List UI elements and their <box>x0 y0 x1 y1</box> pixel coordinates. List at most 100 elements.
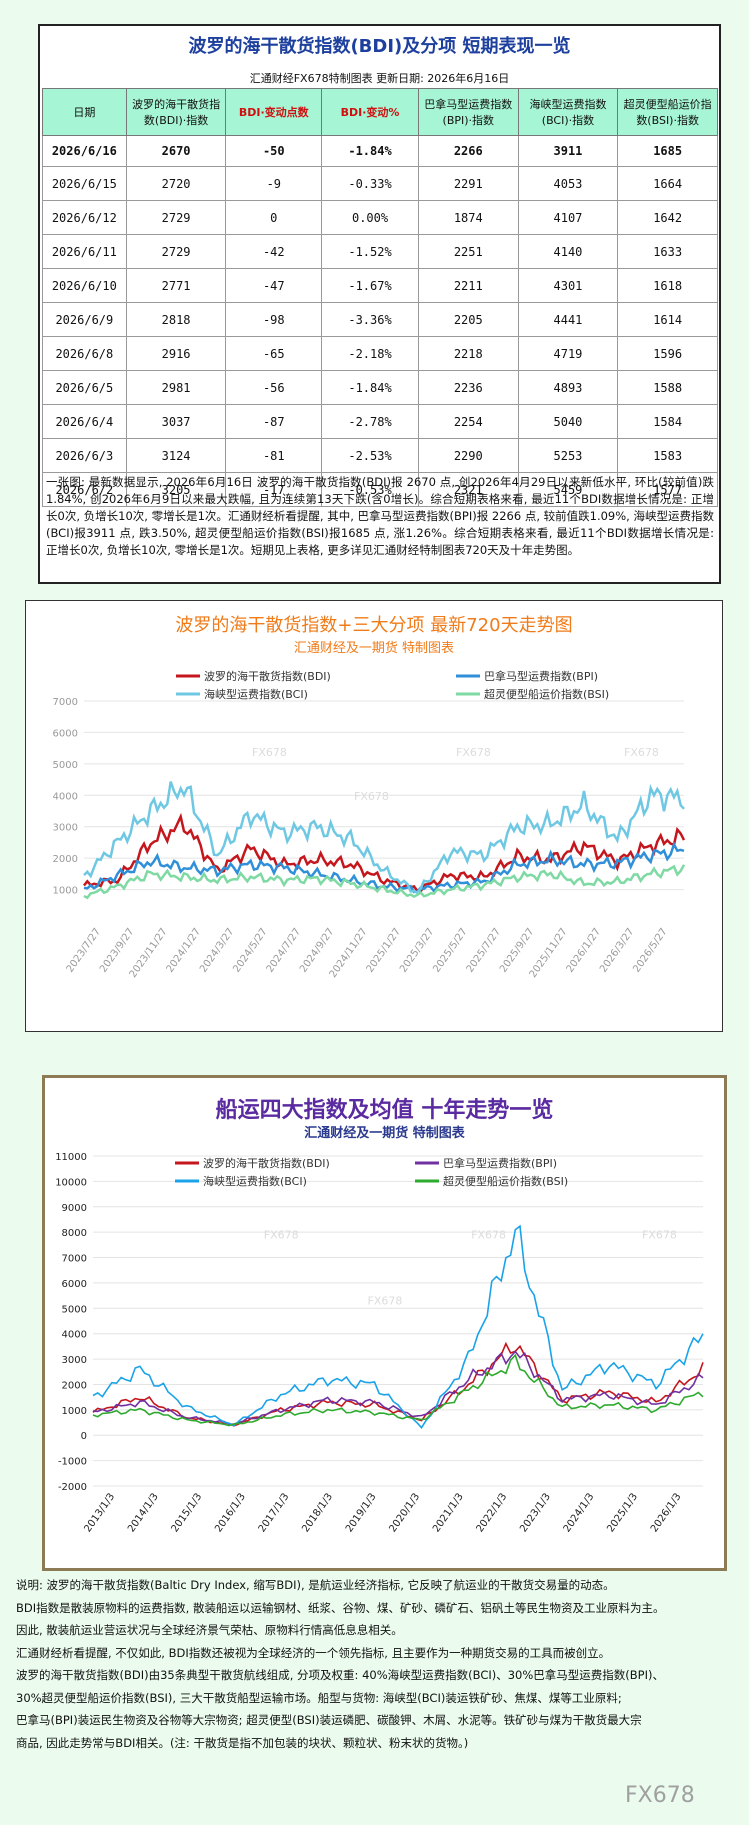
series-line <box>92 1341 704 1427</box>
table-cell: -9 <box>225 166 323 201</box>
table-row: 2026/6/8 2916 -65 -2.18% 2218 4719 1596 <box>42 336 718 371</box>
x-tick-label: 2014/1/3 <box>126 1491 161 1534</box>
table-row: 2026/6/3 3124 -81 -2.53% 2290 5253 1583 <box>42 438 718 473</box>
table-cell: 3124 <box>125 438 227 473</box>
table-note: 一张图: 最新数据显示, 2026年6月16日 波罗的海干散货指数(BDI)报 … <box>46 475 714 557</box>
chart1-subtitle: 汇通财经及一期货 特制图表 <box>293 641 455 656</box>
table-cell: 2026/6/4 <box>42 404 127 439</box>
series-line <box>92 1353 704 1427</box>
table-cell: 2266 <box>417 135 519 167</box>
table-cell: 3911 <box>517 135 619 167</box>
x-tick-label: 2025/7/27 <box>465 926 503 974</box>
fx678-watermark: FX678 <box>625 1783 695 1808</box>
table-cell: -42 <box>225 234 323 269</box>
table-cell: 2771 <box>125 268 227 303</box>
table-cell: 5040 <box>517 404 619 439</box>
x-tick-label: 2025/1/27 <box>365 926 403 974</box>
table-cell: 1633 <box>617 234 718 269</box>
x-tick-label: 2022/1/3 <box>475 1491 510 1534</box>
table-cell: -65 <box>225 336 323 371</box>
table-cell: 1642 <box>617 200 718 235</box>
table-cell: 4301 <box>517 268 619 303</box>
table-cell: 2205 <box>417 302 519 337</box>
series-line <box>83 864 686 900</box>
chart-ten-year: 船运四大指数及均值 十年走势一览 汇通财经及一期货 特制图表 -2000 -100… <box>42 1075 727 1571</box>
x-tick-label: 2023/1/3 <box>518 1491 553 1534</box>
table-cell: -1.84% <box>321 135 419 167</box>
table-cell: 1583 <box>617 438 718 473</box>
table-cell: -1.84% <box>321 370 419 405</box>
chart-watermark: FX678 <box>354 790 389 803</box>
bdi-table: 日期 波罗的海干散货指数(BDI)·指数 BDI·变动点数 BDI·变动% 巴拿… <box>42 88 718 507</box>
legend-label: 超灵便型船运价指数(BSI) <box>443 1174 568 1188</box>
x-tick-label: 2024/7/27 <box>265 926 303 974</box>
table-cell: 2254 <box>417 404 519 439</box>
table-cell: 1588 <box>617 370 718 405</box>
table-cell: 4107 <box>517 200 619 235</box>
table-cell: 2818 <box>125 302 227 337</box>
y-tick-label: 8000 <box>62 1228 87 1239</box>
table-cell: 2729 <box>125 200 227 235</box>
table-cell: 2026/6/11 <box>42 234 127 269</box>
x-tick-label: 2020/1/3 <box>387 1491 422 1534</box>
chart2-title: 船运四大指数及均值 十年走势一览 <box>215 1098 554 1123</box>
table-cell: 2026/6/16 <box>42 135 127 167</box>
table-cell: -2.53% <box>321 438 419 473</box>
y-tick-label: 2000 <box>62 1380 87 1391</box>
col-bsi: 超灵便型船运价指数(BSI)·指数 <box>617 88 718 136</box>
table-cell: 4140 <box>517 234 619 269</box>
table-cell: -56 <box>225 370 323 405</box>
table-cell: 3037 <box>125 404 227 439</box>
table-cell: 1584 <box>617 404 718 439</box>
table-cell: 2290 <box>417 438 519 473</box>
x-tick-label: 2023/9/27 <box>98 926 136 974</box>
table-cell: 5459 <box>517 472 619 507</box>
table-cell: 2981 <box>125 370 227 405</box>
y-tick-label: 2000 <box>53 854 78 865</box>
y-tick-label: 4000 <box>53 791 78 802</box>
table-row: 2026/6/12 2729 0 0.00% 1874 4107 1642 <box>42 200 718 235</box>
x-tick-label: 2018/1/3 <box>300 1491 335 1534</box>
table-cell: 5253 <box>517 438 619 473</box>
legend-label: 海峡型运费指数(BCI) <box>203 1174 307 1188</box>
table-cell: -1.67% <box>321 268 419 303</box>
table-row: 2026/6/5 2981 -56 -1.84% 2236 4893 1588 <box>42 370 718 405</box>
table-cell: 2026/6/3 <box>42 438 127 473</box>
table-cell: 2026/6/5 <box>42 370 127 405</box>
table-row: 2026/6/16 2670 -50 -1.84% 2266 3911 1685 <box>42 135 718 167</box>
table-cell: 2291 <box>417 166 519 201</box>
table-title: 波罗的海干散货指数(BDI)及分项 短期表现一览 <box>188 36 571 57</box>
x-tick-label: 2015/1/3 <box>170 1491 205 1534</box>
chart-720-day: 波罗的海干散货指数+三大分项 最新720天走势图 汇通财经及一期货 特制图表 1… <box>25 600 723 1032</box>
table-cell: 2026/6/10 <box>42 268 127 303</box>
chart-watermark: FX678 <box>456 746 491 759</box>
table-cell: 4719 <box>517 336 619 371</box>
table-cell: -98 <box>225 302 323 337</box>
table-body: 2026/6/16 2670 -50 -1.84% 2266 3911 1685 2026/6… <box>42 135 718 507</box>
x-tick-label: 2026/1/27 <box>565 926 603 974</box>
chart-watermark: FX678 <box>264 1229 299 1242</box>
table-cell: -81 <box>225 438 323 473</box>
table-subtitle: 汇通财经FX678特制图表 更新日期: 2026年6月16日 <box>249 72 510 85</box>
x-tick-label: 2021/1/3 <box>431 1491 466 1534</box>
y-tick-label: 7000 <box>53 697 78 708</box>
legend-label: 波罗的海干散货指数(BDI) <box>203 1156 330 1170</box>
legend-label: 波罗的海干散货指数(BDI) <box>204 669 331 683</box>
x-tick-label: 2026/1/3 <box>649 1491 684 1534</box>
explain-line: 说明: 波罗的海干散货指数(Baltic Dry Index, 缩写BDI), … <box>16 1578 615 1592</box>
table-header-row: 日期 波罗的海干散货指数(BDI)·指数 BDI·变动点数 BDI·变动% 巴拿… <box>42 88 718 136</box>
chart1-title: 波罗的海干散货指数+三大分项 最新720天走势图 <box>175 615 573 636</box>
table-row: 2026/6/15 2720 -9 -0.33% 2291 4053 1664 <box>42 166 718 201</box>
y-tick-label: -2000 <box>58 1482 87 1493</box>
y-tick-label: 1000 <box>62 1406 87 1417</box>
table-cell: -1.52% <box>321 234 419 269</box>
x-tick-label: 2025/1/3 <box>605 1491 640 1534</box>
chart-watermark: FX678 <box>642 1229 677 1242</box>
table-cell: 0 <box>225 200 323 235</box>
table-cell: -0.53% <box>321 472 419 507</box>
table-row: 2026/6/11 2729 -42 -1.52% 2251 4140 1633 <box>42 234 718 269</box>
series-line <box>92 1224 704 1430</box>
chart-watermark: FX678 <box>252 746 287 759</box>
table-cell: 2218 <box>417 336 519 371</box>
y-tick-label: 1000 <box>53 886 78 897</box>
